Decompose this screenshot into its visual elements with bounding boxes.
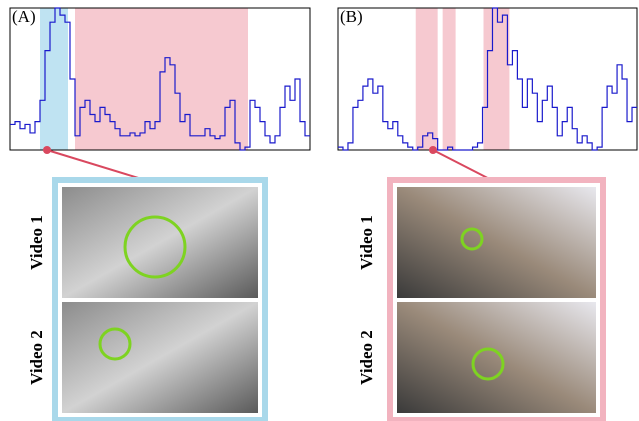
figure: (A) Video 1 Video 2 (B) Video 1 Video 2 bbox=[0, 0, 639, 421]
video-label: Video 1 bbox=[27, 215, 46, 270]
video-label: Video 1 bbox=[357, 215, 376, 270]
pointer-dot bbox=[429, 146, 437, 154]
highlight-region bbox=[40, 8, 68, 150]
pointer bbox=[433, 150, 492, 180]
video-frame bbox=[62, 187, 258, 298]
highlight-region bbox=[443, 8, 456, 150]
panel-label: (B) bbox=[340, 7, 363, 26]
pointer-dot bbox=[43, 146, 51, 154]
highlight-region bbox=[416, 8, 438, 150]
video-frame bbox=[397, 187, 596, 298]
video-label: Video 2 bbox=[27, 330, 46, 385]
video-frame bbox=[397, 302, 596, 413]
video-frame bbox=[62, 302, 258, 413]
video-label: Video 2 bbox=[357, 330, 376, 385]
pointer bbox=[47, 150, 145, 180]
panel-label: (A) bbox=[12, 7, 36, 26]
highlight-region bbox=[75, 8, 248, 150]
